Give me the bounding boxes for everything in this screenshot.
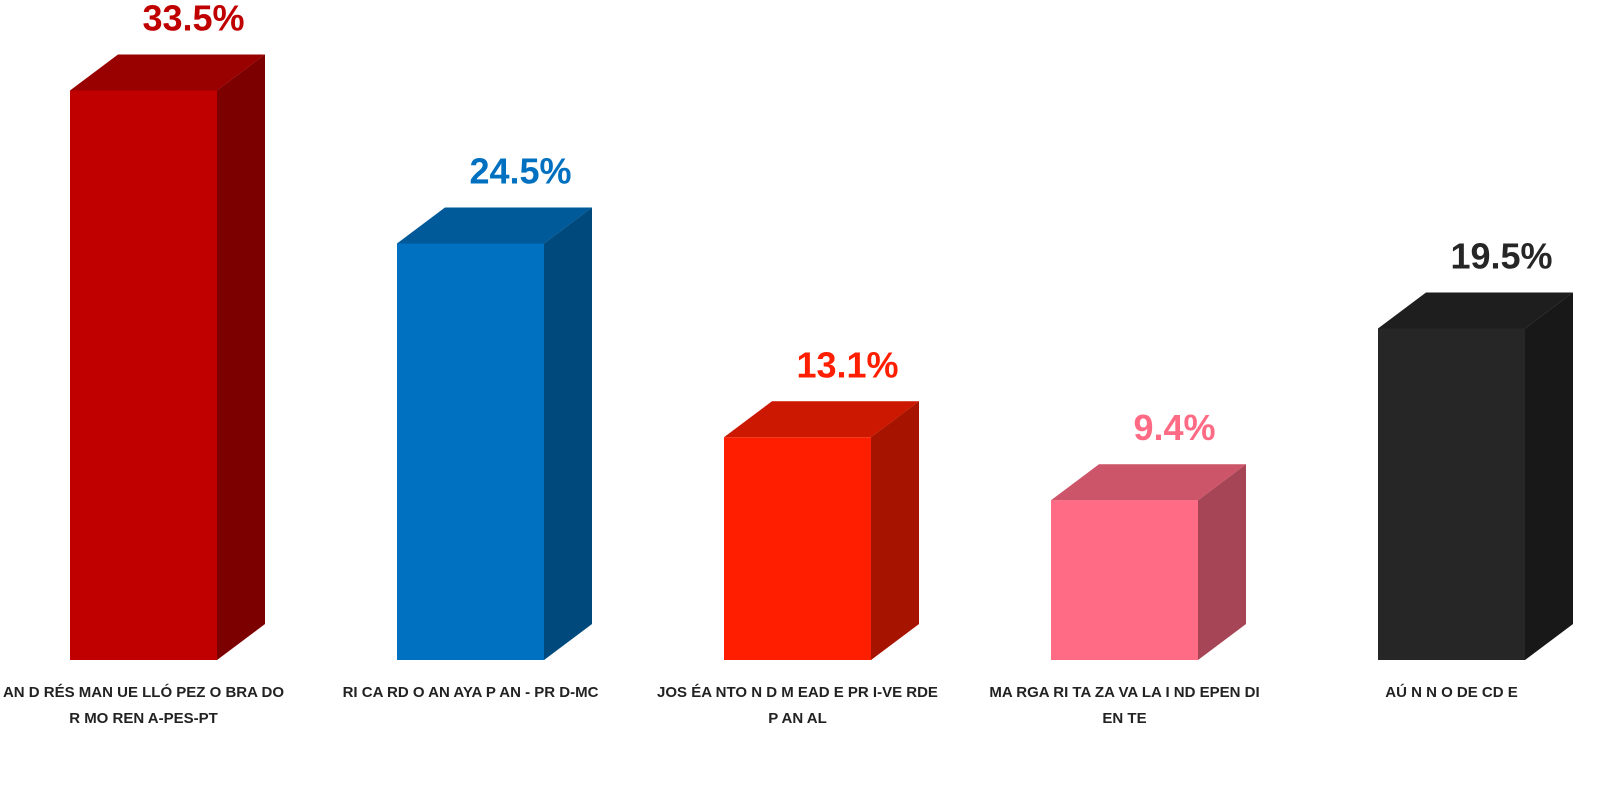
value-label: 24.5% (469, 151, 571, 192)
bar-side (217, 54, 265, 660)
bar (1051, 464, 1246, 660)
bar-front (397, 243, 544, 660)
bar-top (1378, 292, 1573, 329)
bar-side (544, 207, 592, 660)
bar-top (724, 401, 919, 438)
bar-side-shade (217, 54, 265, 660)
category-label: JOS ÉA NTO N D M EAD E PR I-VE RDE P AN … (657, 684, 938, 727)
bar-top-shade (70, 54, 265, 91)
value-label: 9.4% (1133, 407, 1215, 448)
bar-side (1525, 292, 1573, 660)
bar-side (871, 401, 919, 660)
bar (70, 54, 265, 660)
bar-front (1051, 500, 1198, 660)
value-label: 13.1% (796, 344, 898, 385)
bar-front (1378, 328, 1525, 660)
bar-side-shade (871, 401, 919, 660)
bar (1378, 292, 1573, 660)
value-label: 19.5% (1450, 236, 1552, 277)
category-label: RI CA RD O AN AYA P AN - PR D-MC (342, 684, 599, 701)
bar-top-shade (1378, 292, 1573, 329)
value-label: 33.5% (142, 0, 244, 39)
bar-side-shade (544, 207, 592, 660)
bar-side-shade (1525, 292, 1573, 660)
bar-top-shade (397, 207, 592, 244)
bar-top-shade (1051, 464, 1246, 501)
category-label: AÚ N N O DE CD E (1385, 684, 1518, 701)
bar-front (70, 90, 217, 660)
bar-front (724, 437, 871, 660)
category-label: AN D RÉS MAN UE LLÓ PEZ O BRA DO R MO RE… (2, 684, 285, 727)
bar-top (70, 54, 265, 91)
bar-top (1051, 464, 1246, 501)
bar-top-shade (724, 401, 919, 438)
bar-side (1198, 464, 1246, 660)
bar-top (397, 207, 592, 244)
category-label: MA RGA RI TA ZA VA LA I ND EPEN DI EN TE (989, 684, 1260, 727)
bar-side-shade (1198, 464, 1246, 660)
bar (724, 401, 919, 660)
bar (397, 207, 592, 660)
